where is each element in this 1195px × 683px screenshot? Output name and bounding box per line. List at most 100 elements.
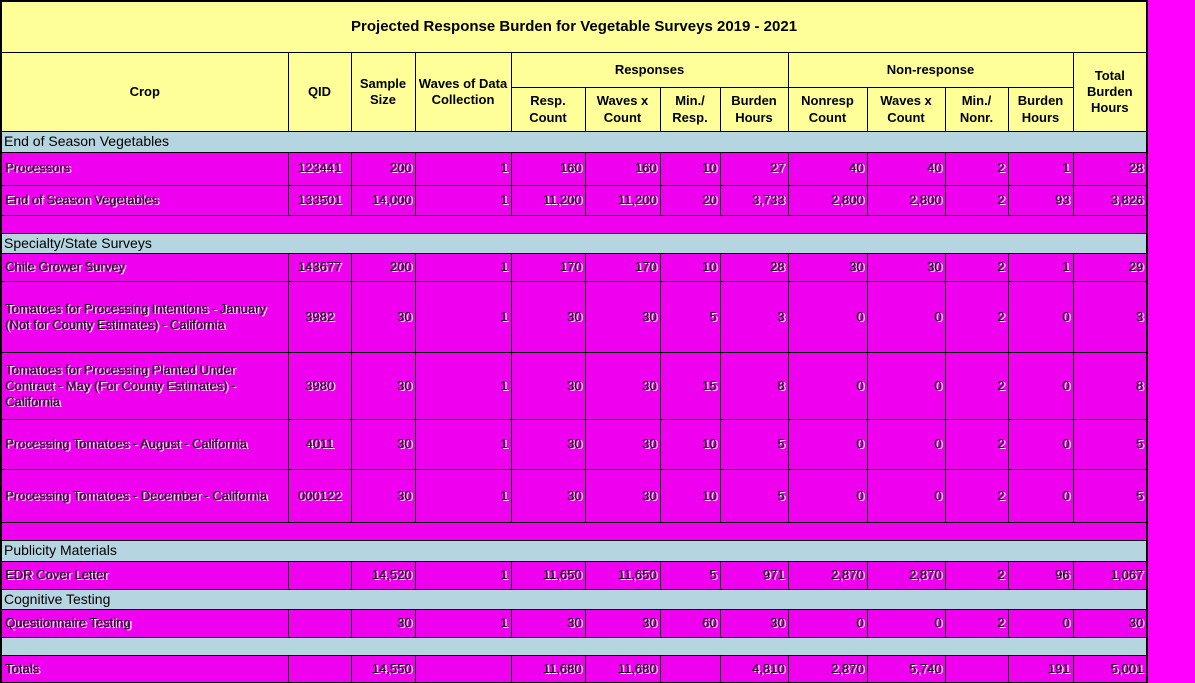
waves-cell: 1 [414,253,512,282]
title-row: Projected Response Burden for Vegetable … [0,0,1148,53]
waves-cell: 1 [414,281,512,353]
table-body: End of Season Vegetables Processors 123441… [0,131,1148,683]
crop-cell: Tomatoes for Processing Planted Under Co… [0,352,289,420]
resp-burden-hours-cell: 28 [719,253,789,282]
qid-cell: 123441 [287,151,352,186]
section-row: Cognitive Testing [0,588,1148,610]
sample-size-cell: 14,520 [350,560,416,590]
waves-cell [414,655,512,683]
resp-count-cell: 30 [510,352,586,420]
min-nonr-cell: 2 [944,253,1009,282]
min-nonr-cell: 2 [944,281,1009,353]
section-row: Publicity Materials [0,540,1148,562]
waves-cell: 1 [414,184,512,216]
resp-count-cell: 30 [510,609,586,638]
min-resp-cell: 10 [659,419,721,470]
col-header-nonresp-burden-hours: Burden Hours [1007,87,1074,132]
min-resp-cell: 10 [659,253,721,282]
nonresp-burden-hours-cell: 96 [1007,560,1074,590]
crop-cell: End of Season Vegetables [0,184,289,216]
nonresp-waves-x-count-cell: 0 [866,419,946,470]
resp-waves-x-count-cell: 30 [584,609,661,638]
table-title: Projected Response Burden for Vegetable … [0,0,1148,53]
nonresp-burden-hours-cell: 1 [1007,151,1074,186]
section-label: Cognitive Testing [0,588,1148,610]
total-burden-hours-cell: 3,826 [1072,184,1148,216]
crop-cell: Processing Tomatoes - December - Califor… [0,469,289,523]
nonresp-waves-x-count-cell: 2,800 [866,184,946,216]
resp-burden-hours-cell: 30 [719,609,789,638]
section-label: Specialty/State Surveys [0,232,1148,254]
nonresp-waves-x-count-cell: 0 [866,609,946,638]
qid-cell [287,560,352,590]
nonresp-count-cell: 30 [787,253,868,282]
min-resp-cell: 10 [659,469,721,523]
table-row: Questionnaire Testing 30 1 30 30 60 30 0 0 2 0 30 [0,609,1148,638]
col-header-min-resp: Min./ Resp. [659,87,721,132]
spacer-cell [0,637,1148,656]
waves-cell: 1 [414,609,512,638]
sample-size-cell: 200 [350,151,416,186]
min-resp-cell: 15 [659,352,721,420]
min-resp-cell: 20 [659,184,721,216]
nonresp-count-cell: 2,800 [787,184,868,216]
crop-cell: Processors [0,151,289,186]
resp-count-cell: 11,680 [510,655,586,683]
nonresp-waves-x-count-cell: 0 [866,469,946,523]
min-nonr-cell: 2 [944,469,1009,523]
crop-cell: Questionnaire Testing [0,609,289,638]
table-row: Processing Tomatoes - December - Califor… [0,469,1148,523]
nonresp-count-cell: 2,870 [787,655,868,683]
min-nonr-cell: 2 [944,352,1009,420]
waves-cell: 1 [414,469,512,523]
nonresp-count-cell: 0 [787,469,868,523]
spacer-row [0,637,1148,656]
total-burden-hours-cell: 5 [1072,419,1148,470]
total-burden-hours-cell: 8 [1072,352,1148,420]
min-resp-cell: 5 [659,560,721,590]
resp-count-cell: 30 [510,469,586,523]
crop-cell: Processing Tomatoes - August - Californi… [0,419,289,470]
min-resp-cell: 5 [659,281,721,353]
resp-burden-hours-cell: 27 [719,151,789,186]
total-burden-hours-cell: 29 [1072,253,1148,282]
header-sub-row: Resp. Count Waves x Count Min./ Resp. Bu… [1,87,1147,132]
col-header-nonresp-waves-x-count: Waves x Count [866,87,946,132]
section-label: End of Season Vegetables [0,131,1148,153]
nonresp-burden-hours-cell: 93 [1007,184,1074,216]
nonresp-count-cell: 0 [787,609,868,638]
nonresp-count-cell: 40 [787,151,868,186]
nonresp-waves-x-count-cell: 0 [866,352,946,420]
spacer-row [0,214,1148,234]
nonresp-count-cell: 2,870 [787,560,868,590]
table-row: End of Season Vegetables 133501 14,000 1 11,… [0,184,1148,216]
col-header-resp-burden-hours: Burden Hours [719,87,789,132]
nonresp-waves-x-count-cell: 0 [866,281,946,353]
nonresp-burden-hours-cell: 191 [1007,655,1074,683]
col-group-nonresponse: Non-response [787,52,1074,88]
section-row: End of Season Vegetables [0,131,1148,153]
resp-burden-hours-cell: 8 [719,352,789,420]
nonresp-waves-x-count-cell: 40 [866,151,946,186]
min-nonr-cell: 2 [944,419,1009,470]
nonresp-burden-hours-cell: 0 [1007,609,1074,638]
resp-waves-x-count-cell: 30 [584,281,661,353]
sample-size-cell: 200 [350,253,416,282]
qid-cell: 4011 [287,419,352,470]
header-group-row: Crop QID Sample Size Waves of Data Colle… [0,52,1148,132]
resp-waves-x-count-cell: 170 [584,253,661,282]
waves-cell: 1 [414,352,512,420]
resp-burden-hours-cell: 5 [719,419,789,470]
crop-cell: Tomatoes for Processing Intentions - Jan… [0,281,289,353]
min-resp-cell: 10 [659,151,721,186]
total-burden-hours-cell: 30 [1072,609,1148,638]
resp-count-cell: 11,200 [510,184,586,216]
col-header-sample-size: Sample Size [350,52,416,132]
resp-count-cell: 11,650 [510,560,586,590]
resp-burden-hours-cell: 4,810 [719,655,789,683]
resp-count-cell: 160 [510,151,586,186]
qid-cell: 3982 [287,281,352,353]
col-header-min-nonr: Min./ Nonr. [944,87,1009,132]
col-header-total-burden-hours: Total Burden Hours [1072,52,1148,132]
nonresp-burden-hours-cell: 1 [1007,253,1074,282]
